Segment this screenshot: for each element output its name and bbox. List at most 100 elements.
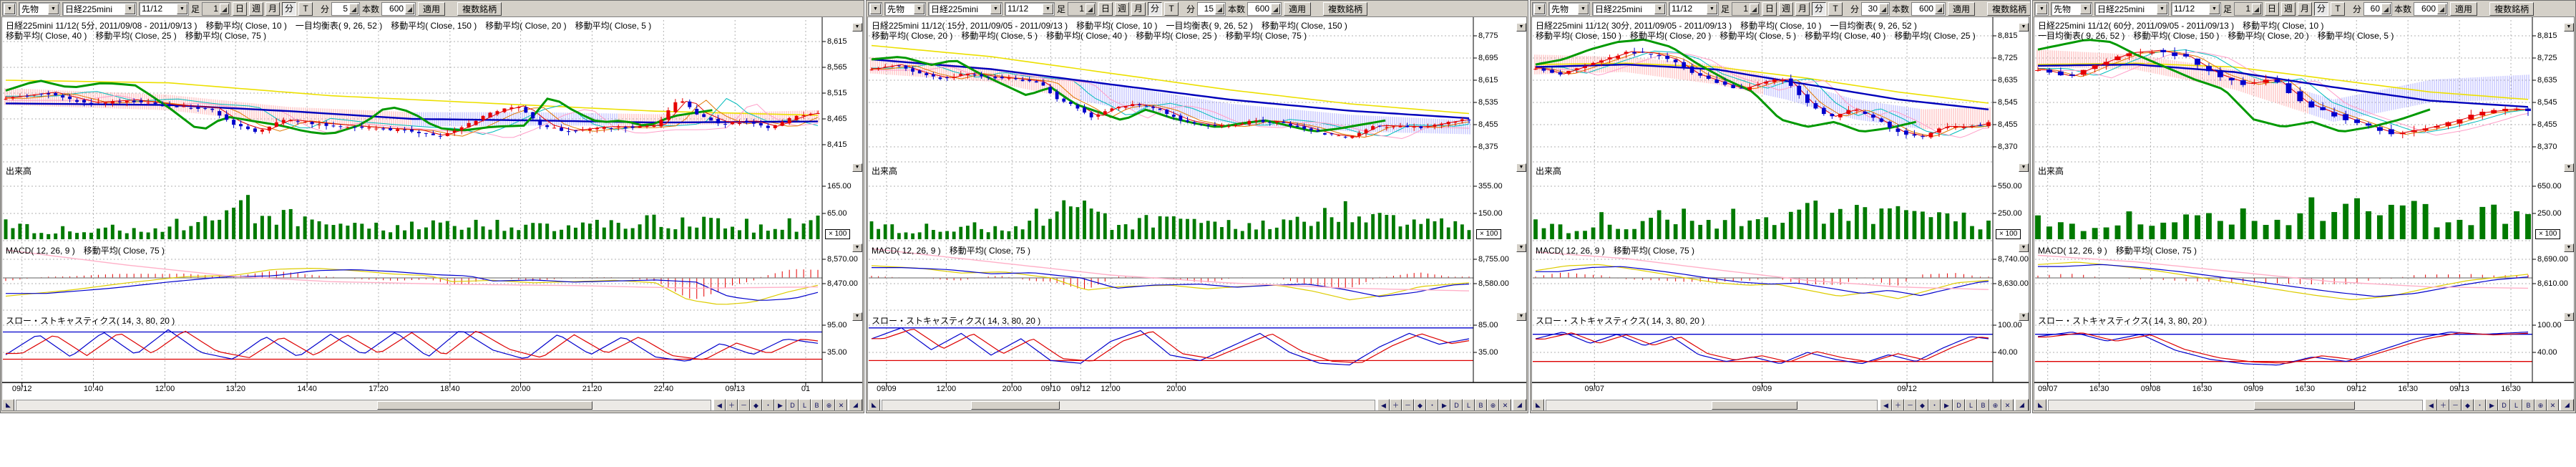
apply-button[interactable]: 適用 [1284, 2, 1311, 16]
tick-size-spinner[interactable]: 1 [1068, 2, 1096, 16]
minute-spinner[interactable]: 30 [1861, 2, 1890, 16]
chart-tool-button[interactable]: D [786, 399, 799, 411]
spinner-edit-icon[interactable] [2381, 4, 2391, 14]
section-grip-icon[interactable]: ▼ [2019, 163, 2029, 172]
section-grip-icon[interactable]: ▼ [852, 23, 862, 32]
tick-size-spinner[interactable]: 1 [1732, 2, 1760, 16]
spinner-edit-icon[interactable] [2437, 4, 2446, 14]
scrollbar-thumb[interactable] [1712, 401, 1797, 410]
chart-tool-button[interactable]: L [799, 399, 811, 411]
spinner-edit-icon[interactable] [1935, 4, 1944, 14]
section-grip-icon[interactable]: ▼ [2019, 312, 2029, 321]
chart-tool-button[interactable]: D [2498, 399, 2510, 411]
chart-tool-button[interactable]: D [1953, 399, 1965, 411]
category-combo[interactable]: 先物▼ [19, 2, 60, 16]
combo-arrow-icon[interactable]: ▼ [870, 4, 881, 14]
scroll-corner-left-icon[interactable]: ◣ [868, 399, 880, 411]
chart-tool-button[interactable]: ▶ [2486, 399, 2498, 411]
tick-chart-button[interactable]: T [1828, 2, 1843, 16]
minute-button[interactable]: 分 [2314, 2, 2328, 16]
tick-chart-button[interactable]: T [298, 2, 313, 16]
spinner-edit-icon[interactable] [2252, 4, 2261, 14]
multi-symbol-button[interactable]: 複数銘柄 [1323, 2, 1367, 16]
minute-button[interactable]: 分 [282, 2, 296, 16]
monthly-button[interactable]: 月 [1795, 2, 1810, 16]
contract-combo[interactable]: 11/12▼ [2171, 2, 2221, 16]
chart-tool-button[interactable]: ・ [1426, 399, 1438, 411]
contract-combo[interactable]: 11/12▼ [139, 2, 189, 16]
minute-button[interactable]: 分 [1148, 2, 1162, 16]
scroll-corner-left-icon[interactable]: ◣ [2, 399, 14, 411]
scroll-corner-right-icon[interactable]: ◢ [2015, 399, 2029, 411]
apply-button[interactable]: 適用 [418, 2, 445, 16]
chart-tool-button[interactable]: ⊕ [2534, 399, 2547, 411]
chart-tool-button[interactable]: ・ [1928, 399, 1941, 411]
instrument-combo[interactable]: 日経225mini▼ [1592, 2, 1667, 16]
section-grip-icon[interactable]: ▼ [852, 312, 862, 321]
scrollbar-thumb[interactable] [2254, 401, 2355, 410]
tick-chart-button[interactable]: T [1164, 2, 1179, 16]
section-grip-icon[interactable]: ▼ [852, 244, 862, 252]
combo-arrow-icon[interactable]: ▼ [2209, 4, 2220, 14]
apply-button[interactable]: 適用 [2450, 2, 2477, 16]
section-grip-icon[interactable]: ▼ [2019, 244, 2029, 252]
category-combo[interactable]: 先物▼ [1548, 2, 1590, 16]
chart-tool-button[interactable]: D [1450, 399, 1463, 411]
minute-spinner[interactable]: 60 [2363, 2, 2392, 16]
chart-tool-button[interactable]: L [1463, 399, 1475, 411]
chart-tool-button[interactable]: L [1965, 399, 1977, 411]
tick-size-spinner[interactable]: 1 [2234, 2, 2263, 16]
chart-tool-button[interactable]: ◆ [750, 399, 762, 411]
contract-combo[interactable]: 11/12▼ [1005, 2, 1055, 16]
chart-tool-button[interactable]: ✕ [2001, 399, 2014, 411]
spinner-edit-icon[interactable] [1215, 4, 1224, 14]
chart-tool-button[interactable]: ＋ [1892, 399, 1904, 411]
scrollbar-track[interactable] [16, 400, 711, 411]
weekly-button[interactable]: 週 [249, 2, 263, 16]
bar-count-spinner[interactable]: 600 [381, 2, 416, 16]
chart-tool-button[interactable]: B [2522, 399, 2534, 411]
monthly-button[interactable]: 月 [2298, 2, 2312, 16]
tick-size-spinner[interactable]: 1 [202, 2, 230, 16]
chart-tool-button[interactable]: ・ [762, 399, 774, 411]
combo-arrow-icon[interactable]: ▼ [914, 4, 924, 14]
chart-tool-button[interactable]: B [1977, 399, 1989, 411]
chart-tool-button[interactable]: ✕ [2547, 399, 2559, 411]
combo-arrow-icon[interactable]: ▼ [1043, 4, 1053, 14]
chart-tool-button[interactable]: － [1402, 399, 1414, 411]
chart-tool-button[interactable]: － [2449, 399, 2462, 411]
combo-arrow-icon[interactable]: ▼ [2036, 4, 2047, 14]
section-grip-icon[interactable]: ▼ [1516, 23, 1526, 32]
section-grip-icon[interactable]: ▼ [2564, 244, 2574, 252]
chart-tool-button[interactable]: B [811, 399, 823, 411]
combo-arrow-icon[interactable]: ▼ [1578, 4, 1589, 14]
spinner-edit-icon[interactable] [1879, 4, 1888, 14]
combo-arrow-icon[interactable]: ▼ [1654, 4, 1665, 14]
scrollbar-thumb[interactable] [377, 401, 592, 410]
section-grip-icon[interactable]: ▼ [2564, 163, 2574, 172]
monthly-button[interactable]: 月 [1131, 2, 1146, 16]
monthly-button[interactable]: 月 [265, 2, 280, 16]
scrollbar-track[interactable] [2048, 400, 2423, 411]
section-grip-icon[interactable]: ▼ [1516, 312, 1526, 321]
chart-tool-button[interactable]: － [1904, 399, 1916, 411]
contract-combo[interactable]: 11/12▼ [1669, 2, 1719, 16]
chart-tool-button[interactable]: ⊕ [1487, 399, 1499, 411]
chart-tool-button[interactable]: ▶ [774, 399, 786, 411]
category-combo[interactable]: 先物▼ [884, 2, 926, 16]
scroll-corner-right-icon[interactable]: ◢ [2560, 399, 2574, 411]
multi-symbol-button[interactable]: 複数銘柄 [457, 2, 502, 16]
multi-symbol-button[interactable]: 複数銘柄 [2489, 2, 2534, 16]
daily-button[interactable]: 日 [233, 2, 247, 16]
chart-tool-button[interactable]: － [738, 399, 750, 411]
combo-arrow-icon[interactable]: ▼ [2157, 4, 2167, 14]
combo-arrow-icon[interactable]: ▼ [48, 4, 59, 14]
bar-count-spinner[interactable]: 600 [1247, 2, 1282, 16]
weekly-button[interactable]: 週 [1779, 2, 1793, 16]
chart-tool-button[interactable]: ▶ [1438, 399, 1450, 411]
chart-tool-button[interactable]: ✕ [1499, 399, 1511, 411]
chart-tool-button[interactable]: L [2510, 399, 2522, 411]
chart-tool-button[interactable]: ・ [2474, 399, 2486, 411]
scroll-corner-left-icon[interactable]: ◣ [1532, 399, 1544, 411]
section-grip-icon[interactable]: ▼ [2564, 312, 2574, 321]
